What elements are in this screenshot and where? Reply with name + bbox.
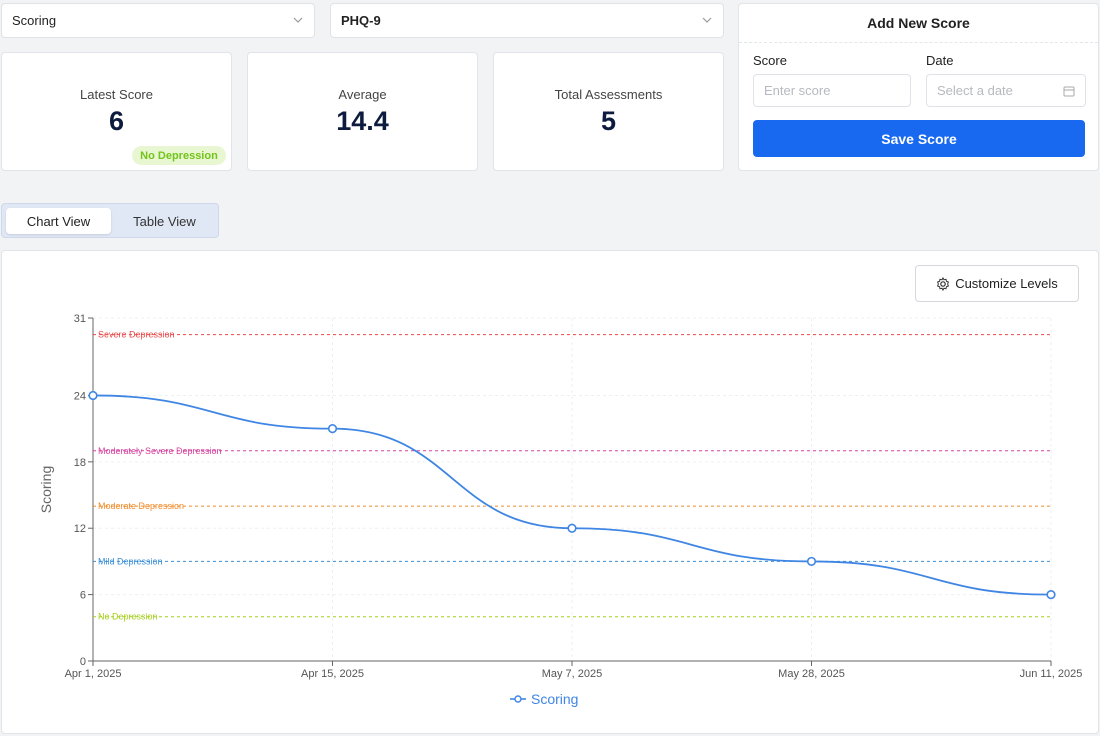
data-point [1046,590,1056,600]
y-axis-title: Scoring [38,466,54,513]
y-tick-label: 24 [74,390,86,402]
average-value: 14.4 [336,106,389,136]
chart-panel: 0 6 12 18 24 31 Apr 1, 2025 Apr 15, 2025 May 7, … [1,250,1099,734]
score-line-chart: 0 6 12 18 24 31 Apr 1, 2025 Apr 15, 2025 May 7, … [38,313,1083,707]
customize-levels-button[interactable]: Customize Levels [915,265,1079,302]
scoring-select[interactable]: Scoring [1,3,315,38]
total-assessments-card: Total Assessments 5 [493,52,724,171]
chevron-down-icon [293,17,303,23]
level-label: Moderate Depression [98,501,184,511]
latest-score-label: Latest Score [80,87,153,102]
legend-label: Scoring [531,691,578,707]
add-score-title: Add New Score [739,4,1098,43]
average-label: Average [338,87,387,102]
status-badge: No Depression [132,146,226,165]
data-point [567,523,577,533]
data-point [327,424,338,434]
questionnaire-select[interactable]: PHQ-9 [330,3,724,38]
score-input[interactable]: Enter score [753,74,911,107]
date-input-placeholder: Select a date [937,83,1013,98]
level-label: No Depression [98,612,158,622]
y-tick-label: 6 [80,590,86,602]
average-card: Average 14.4 [247,52,478,171]
tab-chart-view[interactable]: Chart View [6,208,111,234]
score-input-placeholder: Enter score [764,83,831,98]
x-tick-label: May 28, 2025 [778,668,845,680]
data-point [88,390,98,401]
gear-icon [937,276,950,291]
questionnaire-select-value: PHQ-9 [341,13,381,28]
view-toggle: Chart View Table View [1,203,219,238]
level-label: Mild Depression [98,556,163,566]
y-tick-label: 0 [80,656,86,668]
total-assessments-value: 5 [600,106,617,136]
x-tick-label: May 7, 2025 [542,668,603,680]
calendar-icon [1063,86,1075,97]
date-field-label: Date [926,53,954,68]
x-tick-label: Apr 1, 2025 [65,668,122,680]
data-point [806,556,817,567]
y-tick-label: 18 [74,457,86,469]
level-label: Moderately Severe Depression [98,446,222,456]
save-score-button[interactable]: Save Score [753,120,1085,157]
y-tick-label: 31 [74,313,86,325]
level-label: Severe Depression [98,330,175,340]
x-tick-label: Jun 11, 2025 [1020,668,1083,680]
date-picker-input[interactable]: Select a date [926,74,1086,107]
legend-marker [514,695,522,703]
chevron-down-icon [702,17,712,23]
customize-levels-label: Customize Levels [955,276,1058,291]
score-field-label: Score [753,53,787,68]
latest-score-card: Latest Score 6 No Depression [1,52,232,171]
total-assessments-label: Total Assessments [554,87,663,102]
x-tick-label: Apr 15, 2025 [301,668,364,680]
y-tick-label: 12 [74,523,86,535]
scoring-select-value: Scoring [12,13,57,28]
latest-score-value: 6 [108,106,125,136]
tab-table-view[interactable]: Table View [133,213,196,229]
add-score-panel: Add New Score Score Date Enter score Sel… [738,3,1099,171]
